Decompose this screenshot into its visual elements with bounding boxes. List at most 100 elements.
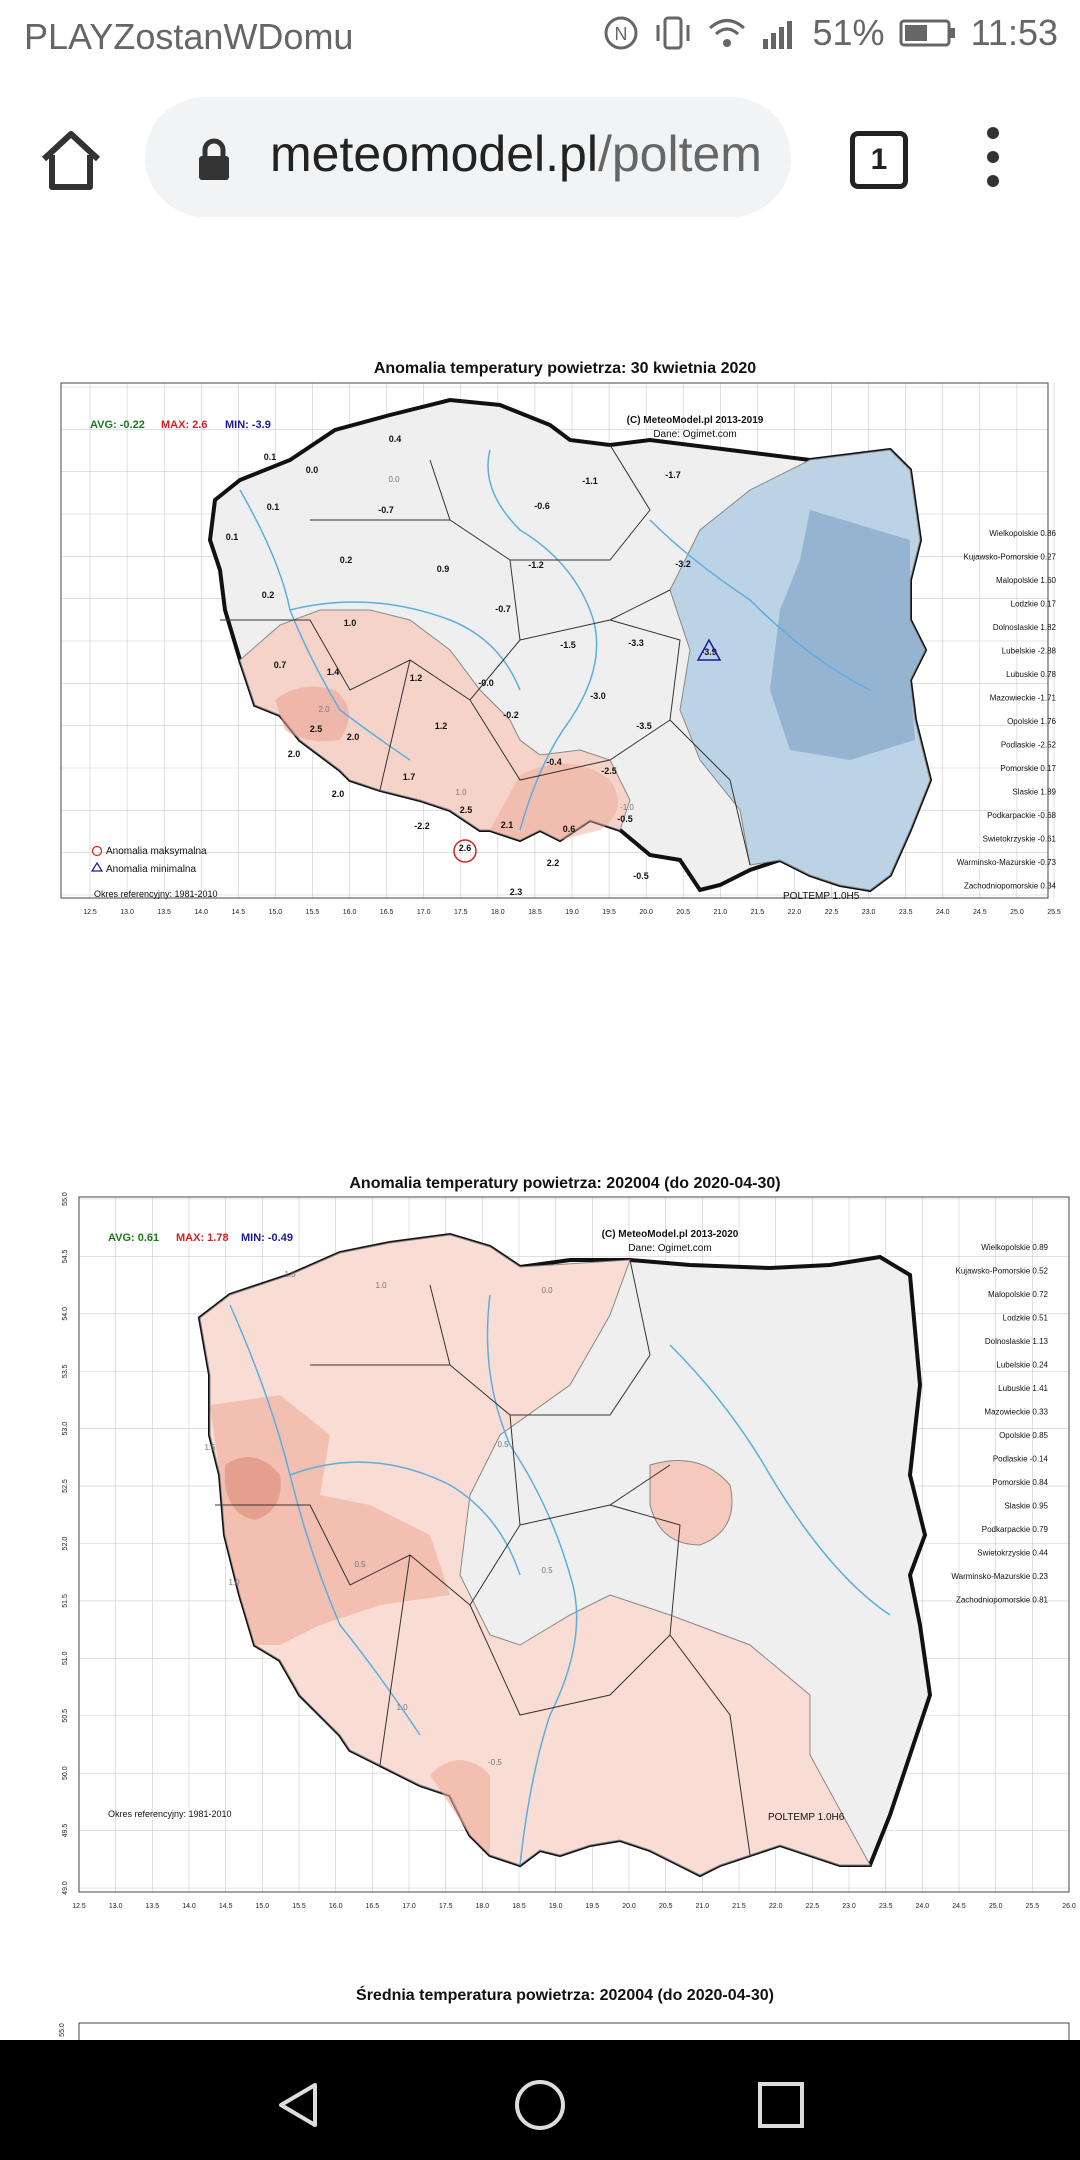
y-tick-label: 50.5 xyxy=(50,761,51,775)
clock: 11:53 xyxy=(970,12,1058,53)
home-nav-icon[interactable] xyxy=(513,2078,567,2132)
contour-label: 1.0 xyxy=(396,1703,408,1712)
map1-y-axis: 55.0 54.5 54.0 53.5 53.0 52.5 52.0 51.5 51.0 50.5… xyxy=(50,380,51,902)
station-value: 2.5 xyxy=(460,805,473,815)
y-tick-label: 49.5 xyxy=(62,1824,69,1838)
back-icon[interactable] xyxy=(275,2080,325,2130)
station-value: 2.6 xyxy=(459,843,472,853)
map1-reference: Okres referencyjny: 1981-2010 xyxy=(94,889,218,899)
address-bar[interactable]: meteomodel.pl/poltem xyxy=(145,97,791,217)
region-value: Lubuskie 1.41 xyxy=(998,1384,1048,1393)
region-value: Malopolskie 1.60 xyxy=(996,576,1057,585)
mean-temperature-map: Średnia temperatura powietrza: 202004 (d… xyxy=(50,1985,1080,2040)
map2-borders xyxy=(215,1259,751,1856)
x-tick-label: 17.5 xyxy=(439,1903,453,1910)
map2-river-bug xyxy=(669,1344,891,1616)
map3-y-tick: 55.0 xyxy=(59,2023,66,2037)
map2-contour-labels: 1.0 1.0 0.0 0.5 1.5 1.0 0.5 1.0 0.5 -0.5 xyxy=(204,1270,553,1767)
station-value: 1.0 xyxy=(344,618,357,628)
y-tick-label: 50.5 xyxy=(62,1709,69,1723)
region-value: Wielkopolskie 0.89 xyxy=(981,1243,1048,1252)
overflow-menu-icon[interactable] xyxy=(985,127,1001,197)
x-tick-label: 16.0 xyxy=(343,909,357,916)
station-value: -1.5 xyxy=(560,640,576,650)
x-tick-label: 20.0 xyxy=(622,1903,636,1910)
legend-max-label: Anomalia maksymalna xyxy=(106,846,207,857)
y-tick-label: 49.5 xyxy=(50,846,51,860)
recents-icon[interactable] xyxy=(756,2080,806,2130)
map3-frame xyxy=(78,2022,1070,2040)
y-tick-label: 54.5 xyxy=(50,422,51,436)
anomaly-map-month: Anomalia temperatury powietrza: 202004 (… xyxy=(50,1175,1080,1925)
region-value: Podkarpackie 0.79 xyxy=(982,1525,1049,1534)
x-tick-label: 21.0 xyxy=(713,909,727,916)
region-value: Mazowieckie -1.71 xyxy=(990,694,1057,703)
station-value: -1.1 xyxy=(582,476,598,486)
region-value: Podkarpackie -0.68 xyxy=(987,811,1056,820)
region-value: Pomorskie 0.84 xyxy=(992,1478,1048,1487)
region-value: Opolskie 0.85 xyxy=(999,1431,1048,1440)
android-navigation-bar xyxy=(0,2040,1080,2160)
x-tick-label: 17.0 xyxy=(402,1903,416,1910)
map2-x-axis: 12.5 13.0 13.5 14.0 14.5 15.0 15.5 16.0 16.5 17.0… xyxy=(72,1903,1076,1910)
map2-river-vistula xyxy=(486,1294,578,1866)
contour-label: 1.0 xyxy=(228,1578,240,1587)
svg-text:N: N xyxy=(614,24,627,44)
y-tick-label: 50.0 xyxy=(50,803,51,817)
region-value: Slaskie 1.89 xyxy=(1012,788,1056,797)
station-value: 0.2 xyxy=(262,590,275,600)
station-value: -0.0 xyxy=(478,678,494,688)
y-tick-label: 52.5 xyxy=(62,1479,69,1493)
lock-icon xyxy=(199,138,229,180)
x-tick-label: 21.0 xyxy=(696,1903,710,1910)
url-path: /poltem xyxy=(597,126,762,182)
y-tick-label: 51.5 xyxy=(62,1594,69,1608)
home-icon[interactable] xyxy=(36,125,106,195)
region-value: Kujawsko-Pomorskie 0.27 xyxy=(964,553,1057,562)
map2-min: MIN: -0.49 xyxy=(241,1232,293,1244)
y-tick-label: 55.0 xyxy=(62,1192,69,1206)
x-tick-label: 13.0 xyxy=(120,909,134,916)
contour-label: -0.5 xyxy=(488,1758,502,1767)
station-value: -0.7 xyxy=(378,505,394,515)
x-tick-label: 13.0 xyxy=(109,1903,123,1910)
legend-min-icon xyxy=(90,861,104,872)
y-tick-label: 51.5 xyxy=(50,676,51,690)
tab-switcher-button[interactable]: 1 xyxy=(850,131,908,189)
map1-min-marker xyxy=(696,638,722,661)
region-value: Pomorskie 0.17 xyxy=(1000,764,1056,773)
y-tick-label: 49.0 xyxy=(62,1881,69,1895)
region-value: Slaskie 0.95 xyxy=(1004,1502,1048,1511)
contour-label: 0.5 xyxy=(497,1440,509,1449)
x-tick-label: 12.5 xyxy=(83,909,97,916)
y-tick-label: 51.0 xyxy=(62,1651,69,1665)
region-value: Lubelskie 0.24 xyxy=(996,1361,1048,1370)
x-tick-label: 16.5 xyxy=(366,1903,380,1910)
map1-region-list: Wielkopolskie 0.86 Kujawsko-Pomorskie 0.2… xyxy=(957,529,1057,891)
map2-reference: Okres referencyjny: 1981-2010 xyxy=(108,1809,232,1819)
x-tick-label: 20.5 xyxy=(676,909,690,916)
map2-copyright: (C) MeteoModel.pl 2013-2020 xyxy=(602,1229,739,1240)
region-value: Opolskie 1.76 xyxy=(1007,717,1056,726)
x-tick-label: 23.5 xyxy=(879,1903,893,1910)
station-value: -0.5 xyxy=(633,871,649,881)
station-value: -0.7 xyxy=(495,604,511,614)
x-tick-label: 20.5 xyxy=(659,1903,673,1910)
x-tick-label: 15.5 xyxy=(292,1903,306,1910)
map1-model: POLTEMP 1.0H5 xyxy=(783,891,860,902)
map2-avg: AVG: 0.61 xyxy=(108,1232,159,1244)
x-tick-label: 18.5 xyxy=(512,1903,526,1910)
station-value: 0.7 xyxy=(274,660,287,670)
contour-label: 1.0 xyxy=(455,788,467,797)
x-tick-label: 18.5 xyxy=(528,909,542,916)
map1-borders xyxy=(220,444,751,866)
station-value: -0.5 xyxy=(617,814,633,824)
station-value: -0.6 xyxy=(534,501,550,511)
x-tick-label: 14.5 xyxy=(219,1903,233,1910)
browser-toolbar: meteomodel.pl/poltem 1 xyxy=(0,75,1080,240)
contour-label: 1.5 xyxy=(204,1443,216,1452)
map2-region-list: Wielkopolskie 0.89 Kujawsko-Pomorskie 0.5… xyxy=(951,1243,1048,1605)
x-tick-label: 18.0 xyxy=(476,1903,490,1910)
x-tick-label: 17.5 xyxy=(454,909,468,916)
x-tick-label: 13.5 xyxy=(157,909,171,916)
